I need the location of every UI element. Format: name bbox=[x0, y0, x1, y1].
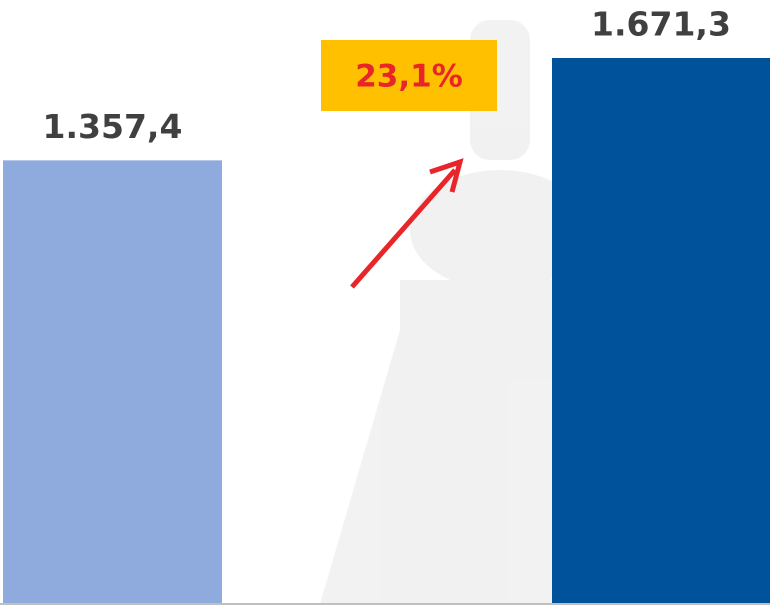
value-label: 1.671,3 bbox=[591, 5, 731, 44]
bar bbox=[552, 58, 770, 603]
bar bbox=[3, 160, 222, 603]
annotation: 23,1% bbox=[355, 59, 463, 95]
value-label: 1.357,4 bbox=[43, 107, 183, 146]
chart: 23,1% 1.357,4 1.671,3 bbox=[0, 0, 770, 606]
